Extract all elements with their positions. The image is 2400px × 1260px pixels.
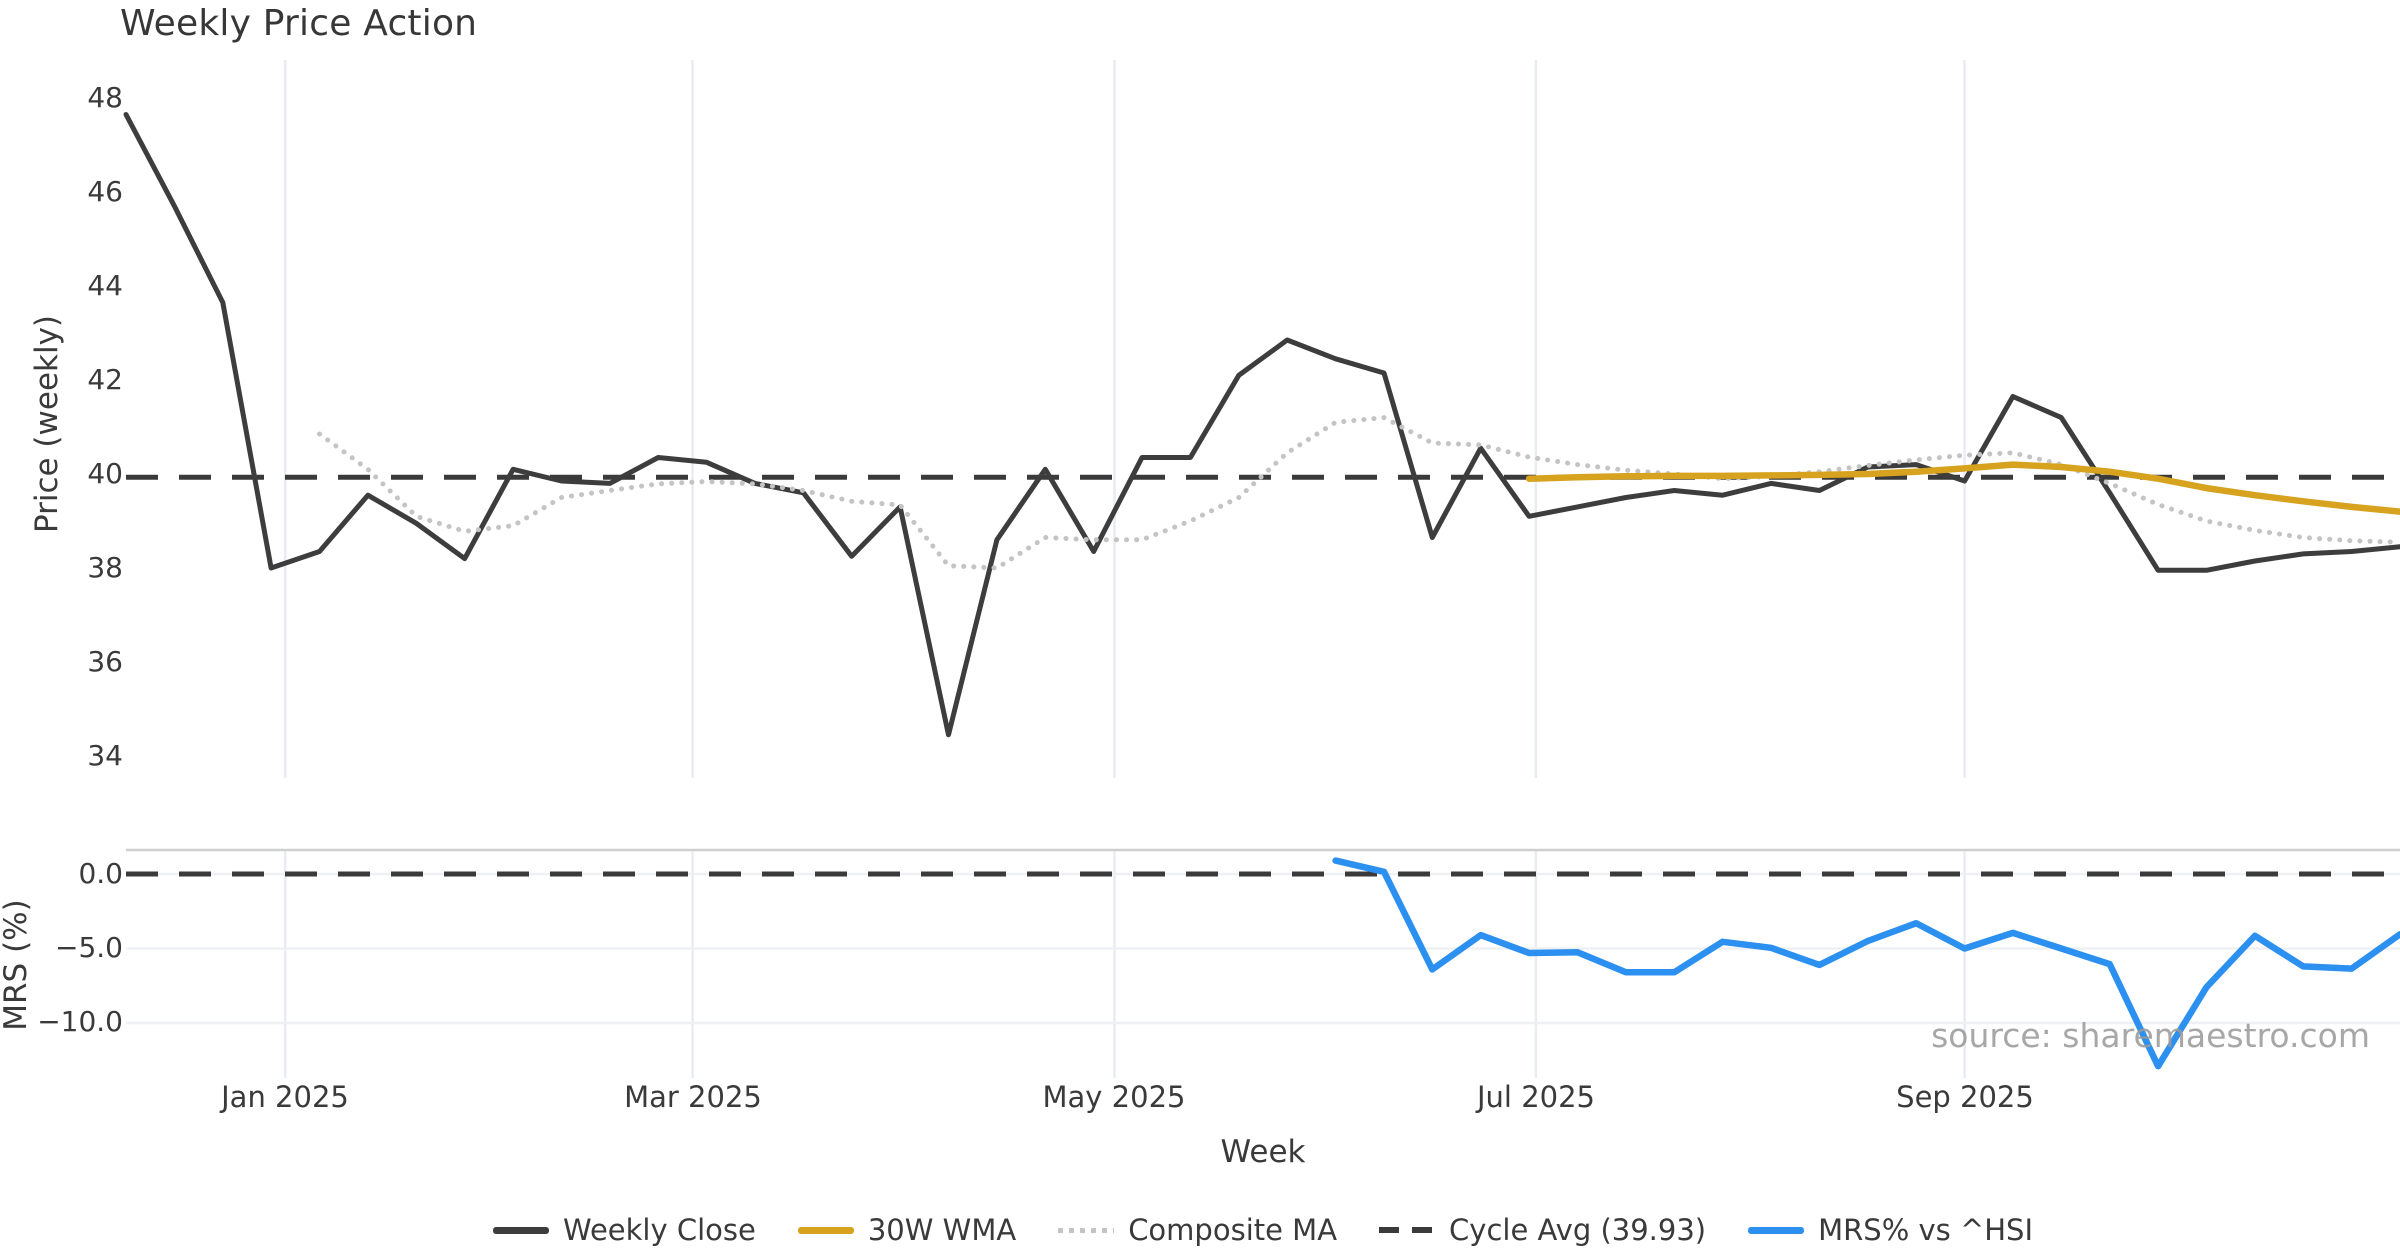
mrs-ytick-0: 0.0 xyxy=(78,857,123,890)
legend-item-30w-wma: 30W WMA xyxy=(797,1213,1017,1247)
price-ytick-38: 38 xyxy=(87,551,123,584)
wma-line-swatch-icon xyxy=(797,1226,854,1234)
x-axis-label: Week xyxy=(1220,1134,1306,1170)
legend-item-cycle-avg: Cycle Avg (39.93) xyxy=(1379,1213,1706,1247)
watermark: source: sharemaestro.com xyxy=(1931,1016,2370,1055)
legend-item-composite-ma: Composite MA xyxy=(1058,1213,1337,1247)
price-ytick-46: 46 xyxy=(87,175,123,208)
price-ytick-34: 34 xyxy=(87,739,123,772)
weekly-close-line-swatch-icon xyxy=(492,1226,549,1234)
mrs-line xyxy=(1332,857,2400,1070)
price-ytick-40: 40 xyxy=(87,457,123,490)
mrs-ytick-m5: −5.0 xyxy=(55,931,123,964)
composite-ma-dotted-swatch-icon xyxy=(1058,1227,1115,1233)
legend-label: MRS% vs ^HSI xyxy=(1818,1213,2034,1247)
legend: Weekly Close 30W WMA Composite MA Cycle … xyxy=(126,1208,2400,1252)
weekly-close-line xyxy=(123,112,2400,738)
xtick-jan-2025: Jan 2025 xyxy=(221,1080,349,1114)
price-ytick-42: 42 xyxy=(87,363,123,396)
legend-item-mrs-vs-hsi: MRS% vs ^HSI xyxy=(1748,1213,2033,1247)
xtick-mar-2025: Mar 2025 xyxy=(624,1080,762,1114)
xtick-jul-2025: Jul 2025 xyxy=(1476,1080,1595,1114)
mrs-ytick-m10: −10.0 xyxy=(37,1005,123,1038)
wma-30w-line xyxy=(1525,461,2400,515)
composite-ma-line xyxy=(317,415,2400,571)
price-ytick-36: 36 xyxy=(87,645,123,678)
chart-title: Weekly Price Action xyxy=(120,3,478,44)
cycle-avg-dashed-swatch-icon xyxy=(1379,1227,1436,1233)
legend-item-weekly-close: Weekly Close xyxy=(492,1213,756,1247)
price-ytick-44: 44 xyxy=(87,269,123,302)
mrs-y-axis-label: MRS (%) xyxy=(0,899,34,1031)
legend-label: Cycle Avg (39.93) xyxy=(1449,1213,1707,1247)
price-ytick-48: 48 xyxy=(87,81,123,114)
xtick-sep-2025: Sep 2025 xyxy=(1896,1080,2034,1114)
mrs-line-swatch-icon xyxy=(1748,1226,1805,1234)
legend-label: 30W WMA xyxy=(867,1213,1017,1247)
legend-label: Weekly Close xyxy=(562,1213,756,1247)
xtick-may-2025: May 2025 xyxy=(1042,1080,1186,1114)
legend-label: Composite MA xyxy=(1128,1213,1338,1247)
